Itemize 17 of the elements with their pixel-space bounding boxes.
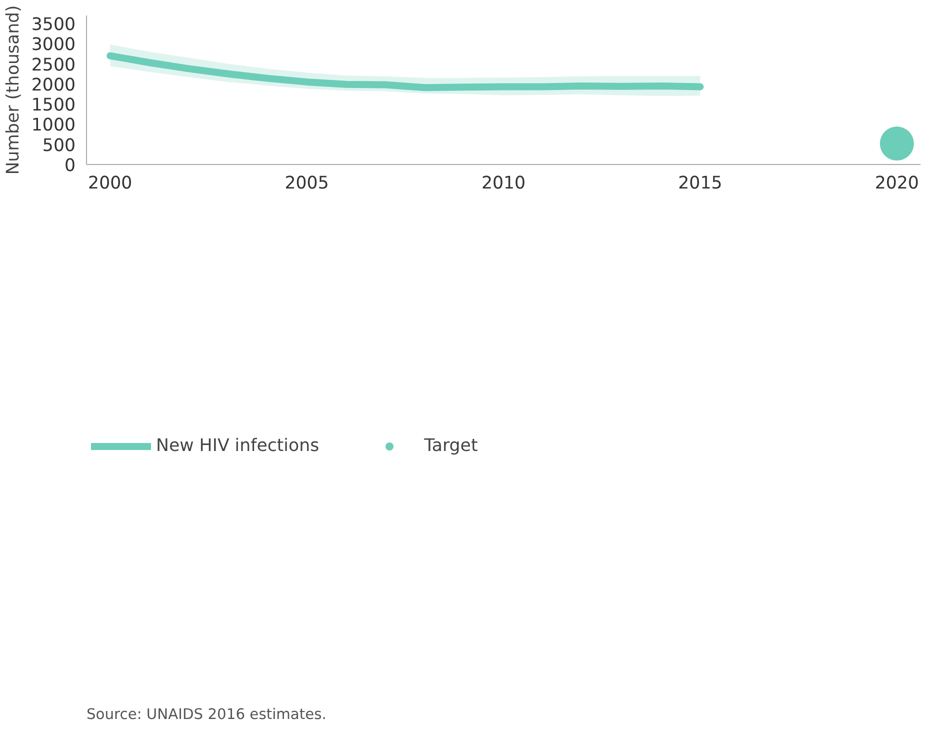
x-tick-label: 2000 (88, 174, 132, 194)
y-axis-title: Number (thousand) (3, 5, 24, 175)
y-tick-label: 0 (64, 156, 76, 176)
y-tick-label: 1500 (31, 96, 76, 116)
y-tick-label: 500 (42, 136, 76, 156)
source-note: Source: UNAIDS 2016 estimates. (86, 706, 326, 723)
legend-label: Target (424, 436, 478, 456)
x-tick-label: 2020 (874, 174, 919, 194)
y-tick-label: 2000 (31, 75, 76, 96)
y-tick-label: 1000 (31, 116, 76, 136)
y-tick-label: 2500 (31, 55, 76, 76)
x-tick-label: 2010 (481, 174, 526, 194)
x-tick-label: 2015 (678, 174, 722, 194)
legend-label: New HIV infections (156, 436, 320, 456)
y-tick-label: 3000 (31, 35, 76, 56)
x-tick-label: 2005 (284, 174, 329, 194)
y-tick-label: 3500 (31, 15, 76, 36)
